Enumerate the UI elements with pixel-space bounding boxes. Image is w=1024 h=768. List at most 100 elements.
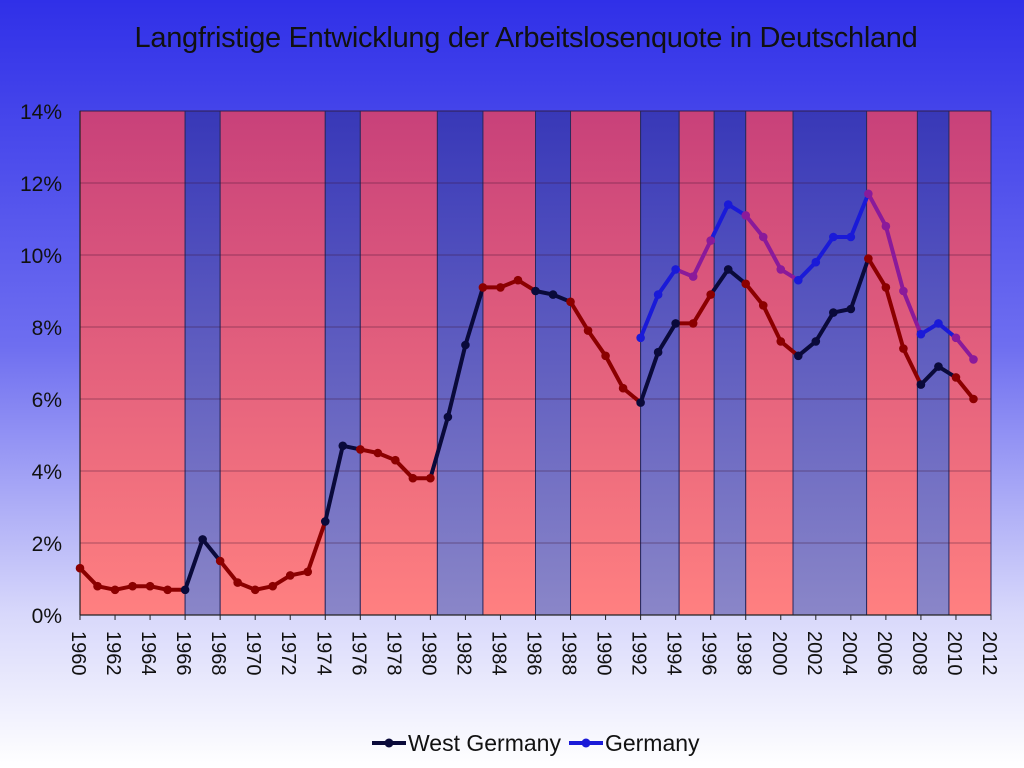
data-point-germany xyxy=(934,319,943,328)
series-segment-west-germany xyxy=(463,285,485,347)
band-blue xyxy=(324,110,361,616)
data-point-germany xyxy=(829,232,838,242)
x-tick-label: 1992 xyxy=(628,631,650,676)
data-point-west-germany xyxy=(478,283,488,292)
series-segment-germany xyxy=(866,191,888,229)
series-segment-west-germany xyxy=(586,328,608,358)
data-point-west-germany xyxy=(303,567,313,577)
series-segment-germany xyxy=(743,213,766,239)
data-point-west-germany xyxy=(426,473,435,483)
y-tick-label: 2% xyxy=(32,533,62,556)
data-point-germany xyxy=(706,236,715,245)
data-point-west-germany xyxy=(496,283,505,292)
y-tick-label: 12% xyxy=(20,173,62,196)
x-tick-label: 1968 xyxy=(207,631,229,676)
x-tick-label: 1988 xyxy=(558,631,580,676)
data-point-germany xyxy=(671,265,680,274)
series-segment-west-germany xyxy=(883,285,906,351)
data-point-west-germany xyxy=(233,578,242,587)
data-point-west-germany xyxy=(688,319,698,328)
government-bands xyxy=(79,110,992,616)
x-tick-label: 1966 xyxy=(172,631,194,676)
data-point-west-germany xyxy=(811,337,821,346)
series-segment-germany xyxy=(883,224,906,293)
legend-marker-west-germany xyxy=(372,738,406,748)
data-point-germany xyxy=(811,257,821,267)
series-segment-west-germany xyxy=(708,267,731,297)
x-tick-label: 2002 xyxy=(803,631,825,676)
x-tick-label: 1974 xyxy=(312,631,334,676)
band-blue xyxy=(792,110,868,616)
axes xyxy=(79,111,992,620)
data-point-west-germany xyxy=(408,473,418,483)
data-point-west-germany xyxy=(916,380,926,389)
data-point-west-germany xyxy=(180,585,190,595)
legend-label-west-germany: West Germany xyxy=(408,729,561,756)
series-segment-west-germany xyxy=(218,559,240,585)
data-point-west-germany xyxy=(338,441,348,451)
series-lines xyxy=(75,189,978,595)
data-point-germany xyxy=(741,211,751,220)
x-tick-label: 1994 xyxy=(663,631,685,676)
data-point-west-germany xyxy=(951,373,961,382)
data-point-west-germany xyxy=(513,275,523,285)
data-point-west-germany xyxy=(829,308,838,317)
data-point-west-germany xyxy=(320,517,330,526)
y-tick-label: 8% xyxy=(32,317,62,340)
data-point-germany xyxy=(951,333,961,343)
series-segment-germany xyxy=(691,238,713,279)
band-red xyxy=(570,110,642,616)
data-point-germany xyxy=(916,329,926,339)
legend-item-west-germany: West Germany xyxy=(372,730,561,757)
band-blue xyxy=(184,110,221,616)
x-tick-label: 1964 xyxy=(137,631,159,676)
series-segment-west-germany xyxy=(200,537,223,563)
x-tick-label: 1986 xyxy=(523,631,545,676)
data-point-west-germany xyxy=(969,394,978,404)
data-point-west-germany xyxy=(128,581,137,591)
data-point-west-germany xyxy=(671,319,680,328)
x-tick-label: 1996 xyxy=(698,631,720,676)
data-point-germany xyxy=(793,275,803,285)
data-point-west-germany xyxy=(250,585,260,595)
data-point-west-germany xyxy=(934,362,943,371)
series-segment-west-germany xyxy=(866,256,888,290)
data-point-west-germany xyxy=(706,290,715,299)
data-point-west-germany xyxy=(776,337,786,346)
x-tick-label: 1976 xyxy=(347,631,369,676)
series-segment-west-germany xyxy=(656,321,678,355)
x-tick-label: 1982 xyxy=(452,631,474,676)
x-tick-label: 2004 xyxy=(838,631,860,676)
x-tick-label: 1970 xyxy=(242,631,264,676)
x-tick-label: 2008 xyxy=(908,631,930,676)
data-point-west-germany xyxy=(145,581,155,591)
tick-labels: 0% 2% 4% 6% 8% 10% 12% 14% 1960 1962 1964 1966 1968 1… xyxy=(20,101,1000,676)
data-point-west-germany xyxy=(93,581,102,591)
data-point-west-germany xyxy=(75,563,85,573)
data-point-west-germany xyxy=(443,412,453,422)
data-point-west-germany xyxy=(356,445,365,454)
legend-item-germany: Germany xyxy=(568,730,700,757)
band-red xyxy=(948,110,992,616)
y-tick-label: 0% xyxy=(32,605,62,628)
x-tick-label: 1962 xyxy=(102,631,124,676)
data-point-germany xyxy=(881,221,891,231)
band-blue xyxy=(535,110,572,616)
series-segment-west-germany xyxy=(183,537,205,592)
x-tick-label: 1978 xyxy=(382,631,404,676)
data-point-west-germany xyxy=(881,283,891,292)
data-point-west-germany xyxy=(653,347,663,357)
data-point-west-germany xyxy=(723,265,733,274)
series-segment-germany xyxy=(813,235,836,265)
data-point-germany xyxy=(969,355,978,364)
x-tick-label: 1980 xyxy=(417,631,439,676)
series-segment-west-germany xyxy=(761,303,783,344)
y-tick-label: 14% xyxy=(20,101,62,124)
data-point-germany xyxy=(899,286,908,296)
data-point-germany xyxy=(846,232,856,242)
data-point-west-germany xyxy=(163,585,172,595)
x-tick-label: 1960 xyxy=(67,631,89,676)
x-tick-label: 1972 xyxy=(277,631,299,676)
data-point-west-germany xyxy=(198,535,207,544)
